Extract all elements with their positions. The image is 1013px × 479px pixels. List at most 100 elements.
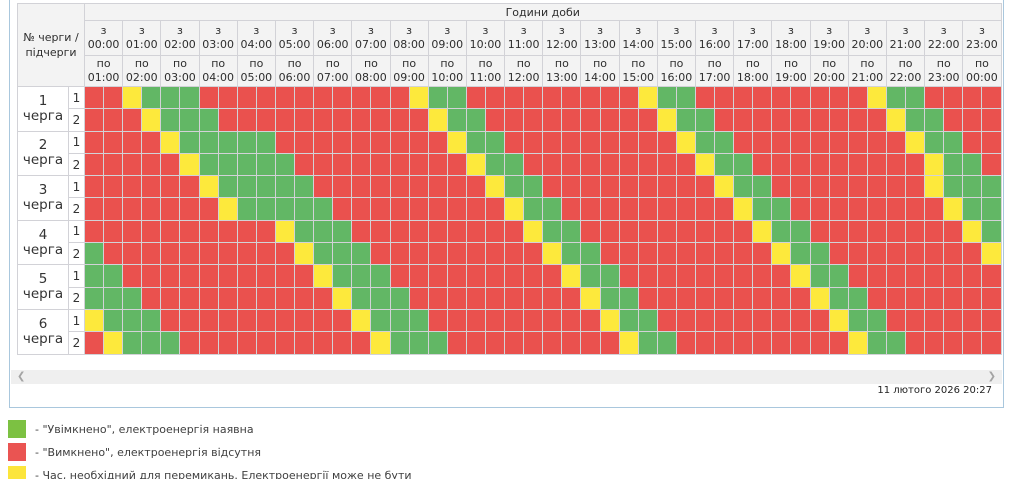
schedule-cell: [905, 264, 926, 288]
schedule-cell: [637, 152, 658, 177]
schedule-cell: [141, 286, 162, 310]
schedule-cell: [351, 219, 372, 244]
schedule-cell: [771, 242, 792, 266]
scroll-right-icon[interactable]: ❯: [987, 371, 996, 382]
schedule-cell: [599, 331, 620, 355]
schedule-cell: [141, 197, 162, 221]
hour-to-cell: по 08:00: [351, 55, 391, 87]
schedule-cell: [332, 175, 353, 199]
schedule-cell: [943, 152, 964, 177]
schedule-cell: [943, 242, 964, 266]
schedule-cell: [446, 152, 467, 177]
schedule-cell: [484, 219, 506, 244]
schedule-cell: [714, 308, 735, 333]
schedule-cell: [523, 308, 544, 333]
schedule-cell: [313, 130, 334, 154]
schedule-cell: [905, 308, 926, 333]
schedule-cell: [809, 264, 830, 288]
schedule-cell: [561, 242, 582, 266]
schedule-cell: [236, 219, 257, 244]
schedule-cell: [694, 152, 716, 177]
schedule-cell: [885, 85, 907, 110]
hour-from-cell: з 02:00: [160, 20, 200, 56]
schedule-cell: [313, 286, 334, 310]
hour-from-cell: з 20:00: [847, 20, 887, 56]
schedule-cell: [370, 85, 391, 110]
schedule-cell: [236, 331, 257, 355]
schedule-cell: [809, 286, 830, 310]
hour-to-cell: по 02:00: [122, 55, 162, 87]
schedule-cell: [408, 130, 429, 154]
schedule-cell: [446, 331, 467, 355]
schedule-cell: [828, 130, 849, 154]
schedule-cell: [332, 308, 353, 333]
schedule-cell: [866, 108, 887, 132]
schedule-cell: [637, 286, 658, 310]
schedule-cell: [885, 308, 907, 333]
schedule-cell: [274, 175, 296, 199]
schedule-cell: [389, 308, 410, 333]
schedule-cell: [962, 264, 983, 288]
schedule-cell: [752, 197, 773, 221]
schedule-cell: [790, 175, 811, 199]
schedule-cell: [274, 130, 296, 154]
scroll-left-icon[interactable]: ❮: [17, 371, 26, 382]
schedule-cell: [542, 108, 563, 132]
hour-from-row: з 00:00 з 01:00 з 02:00 з 03:00 з 04:00 з 05:00 з 06:…: [18, 20, 1002, 56]
schedule-cell: [351, 108, 372, 132]
schedule-cell: [866, 286, 887, 310]
schedule-cell: [255, 152, 276, 177]
schedule-cell: [465, 175, 486, 199]
schedule-cell: [523, 85, 544, 110]
schedule-cell: [427, 130, 448, 154]
subqueue-label: 1: [68, 308, 85, 333]
schedule-cell: [370, 308, 391, 333]
schedule-cell: [580, 108, 601, 132]
schedule-cell: [809, 308, 830, 333]
schedule-cell: [675, 331, 697, 355]
schedule-cell: [828, 286, 849, 310]
schedule-cell: [733, 219, 754, 244]
schedule-cell: [370, 242, 391, 266]
schedule-cell: [790, 85, 811, 110]
schedule-cell: [905, 130, 926, 154]
schedule-cell: [465, 308, 486, 333]
schedule-cell: [408, 242, 429, 266]
schedule-cell: [179, 264, 200, 288]
schedule-cell: [484, 286, 506, 310]
schedule-cell: [217, 85, 238, 110]
schedule-cell: [504, 331, 525, 355]
schedule-cell: [179, 108, 200, 132]
schedule-cell: [313, 264, 334, 288]
schedule-cell: [637, 331, 658, 355]
schedule-cell: [618, 108, 639, 132]
schedule-cell: [351, 286, 372, 310]
schedule-cell: [236, 197, 257, 221]
schedule-cell: [924, 242, 945, 266]
schedule-cell: [828, 85, 849, 110]
schedule-cell: [542, 130, 563, 154]
subqueue-label: 2: [68, 152, 85, 177]
schedule-cell: [943, 331, 964, 355]
schedule-cell: [733, 331, 754, 355]
schedule-cell: [504, 264, 525, 288]
schedule-cell: [465, 264, 486, 288]
schedule-row: 2: [18, 286, 1002, 310]
schedule-cell: [924, 85, 945, 110]
schedule-cell: [828, 152, 849, 177]
hour-to-cell: по 06:00: [274, 55, 315, 87]
hour-to-cell: по 14:00: [580, 55, 620, 87]
schedule-cell: [542, 219, 563, 244]
schedule-cell: [714, 197, 735, 221]
schedule-cell: [504, 85, 525, 110]
schedule-cell: [217, 175, 238, 199]
schedule-cell: [905, 331, 926, 355]
horizontal-scrollbar[interactable]: ❮ ❯: [11, 370, 1002, 384]
schedule-cell: [599, 152, 620, 177]
schedule-cell: [771, 308, 792, 333]
schedule-cell: [981, 242, 1002, 266]
subqueue-label: 2: [68, 197, 85, 221]
subqueue-label: 2: [68, 242, 85, 266]
schedule-cell: [484, 152, 506, 177]
